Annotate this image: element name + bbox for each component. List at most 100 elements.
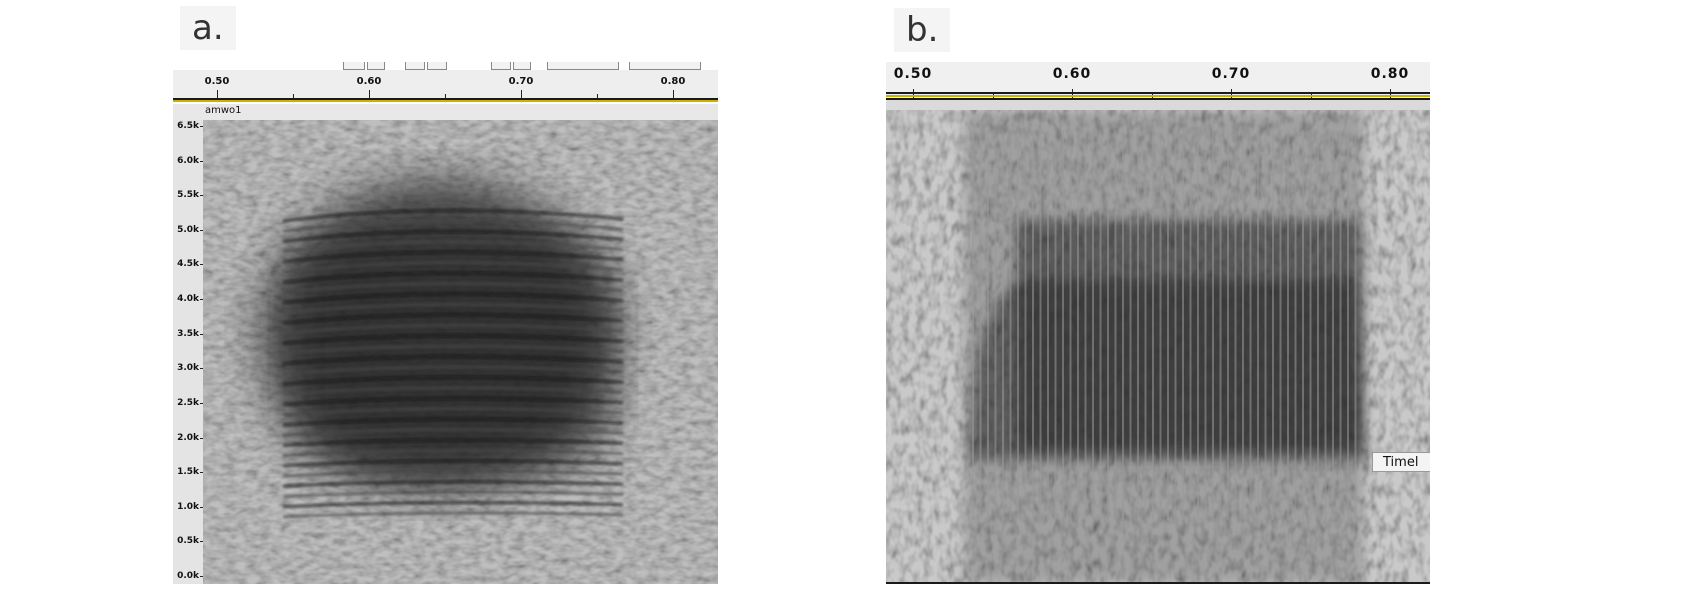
frequency-scale-tick — [200, 230, 203, 231]
harmonic-band — [282, 334, 624, 345]
toolbar-field[interactable] — [547, 62, 619, 70]
ruler-tick — [293, 94, 294, 98]
frequency-scale-tick — [200, 195, 203, 196]
panel-a-spectrogram-image — [203, 120, 718, 584]
glottal-pulse-stripe — [1069, 130, 1072, 520]
frequency-scale-tick — [200, 472, 203, 473]
glottal-pulse-stripe — [1092, 130, 1094, 520]
frequency-scale-label: 1.0k — [177, 501, 199, 512]
glottal-pulse-stripe — [1077, 130, 1079, 520]
time-ruler-label: 0.50 — [893, 66, 933, 82]
glottal-pulse-stripe — [1264, 130, 1267, 520]
frequency-scale-tick — [200, 161, 203, 162]
harmonic-band — [282, 313, 624, 325]
glottal-pulse-stripe — [1137, 130, 1139, 520]
glottal-pulse-stripe — [1002, 130, 1004, 520]
ruler-tick — [217, 90, 218, 98]
harmonic-band — [282, 428, 624, 437]
harmonic-band — [282, 396, 624, 407]
toolbar-button[interactable] — [367, 62, 385, 70]
harmonic-band — [282, 490, 624, 498]
harmonic-band — [282, 219, 624, 233]
panel-a-frequency-scale: 6.5k 6.0k 5.5k 5.0k 4.5k 4.0k 3.5k 3.0k 2.5k 2.0k… — [173, 120, 204, 584]
frequency-scale-tick — [200, 507, 203, 508]
time-ruler-label: 0.70 — [508, 76, 534, 87]
frequency-scale-label: 3.5k — [177, 328, 199, 339]
harmonic-band — [282, 229, 624, 243]
ruler-tick — [369, 90, 370, 98]
toolbar-button[interactable] — [405, 62, 425, 70]
frequency-scale-tick — [200, 438, 203, 439]
harmonic-band — [282, 261, 624, 274]
toolbar-button[interactable] — [343, 62, 365, 70]
frequency-scale-label: 2.0k — [177, 432, 199, 443]
toolbar-button[interactable] — [513, 62, 531, 70]
ruler-accent-line — [886, 95, 1430, 97]
harmonic-band — [282, 407, 624, 417]
time-ruler-label: 0.70 — [1211, 66, 1251, 82]
glottal-pulse-stripe — [979, 130, 982, 520]
glottal-pulse-stripe — [1302, 130, 1304, 520]
glottal-pulse-stripe — [1317, 130, 1319, 520]
toolbar-button[interactable] — [427, 62, 447, 70]
glottal-pulse-stripe — [1129, 130, 1132, 520]
glottal-pulse-stripe — [1287, 130, 1289, 520]
glottal-pulse-stripe — [1174, 130, 1177, 520]
panel-b-spectrogram-image — [886, 110, 1430, 584]
frequency-scale-label: 5.0k — [177, 224, 199, 235]
glottal-pulse-stripe — [1294, 130, 1297, 520]
glottal-pulse-stripe — [1182, 130, 1184, 520]
glottal-pulse-stripe — [1189, 130, 1192, 520]
ruler-tick — [521, 90, 522, 98]
frequency-scale-tick — [200, 403, 203, 404]
glottal-pulse-stripe — [1249, 130, 1252, 520]
glottal-pulse-stripe — [1212, 130, 1214, 520]
glottal-pulse-stripe — [987, 130, 989, 520]
frequency-scale-tick — [200, 368, 203, 369]
glottal-pulse-stripe — [1122, 130, 1124, 520]
frequency-scale-label: 3.0k — [177, 363, 199, 374]
glottal-pulse-stripe — [1234, 130, 1237, 520]
glottal-pulse-stripe — [1309, 130, 1312, 520]
ruler-baseline — [886, 92, 1430, 94]
glottal-pulse-stripe — [1039, 130, 1042, 520]
panel-b-bottom-border — [886, 582, 1430, 584]
frequency-scale-label: 4.5k — [177, 259, 199, 270]
time-ruler-label: 0.80 — [660, 76, 686, 87]
glottal-pulse-stripe — [1062, 130, 1064, 520]
glottal-pulse-stripe — [1099, 130, 1102, 520]
frequency-scale-tick — [200, 299, 203, 300]
toolbar-button[interactable] — [491, 62, 511, 70]
harmonic-band — [282, 282, 624, 294]
glottal-pulse-stripe — [1227, 130, 1229, 520]
ruler-baseline — [886, 98, 1430, 100]
harmonic-band — [282, 208, 624, 223]
glottal-pulse-stripe — [1144, 130, 1147, 520]
glottal-pulse-stripe — [1159, 130, 1162, 520]
glottal-pulse-stripe — [1152, 130, 1154, 520]
harmonic-band — [282, 501, 624, 509]
glottal-pulse-stripe — [1114, 130, 1117, 520]
panel-b-ruler-gap — [886, 100, 1430, 110]
time-ruler-label: 0.60 — [1052, 66, 1092, 82]
panel-a-track-header[interactable]: amwo1 — [173, 104, 718, 121]
glottal-pulse-stripe — [1107, 130, 1109, 520]
glottal-pulse-stripe — [1032, 130, 1034, 520]
harmonic-band — [282, 511, 624, 519]
frequency-scale-tick — [200, 264, 203, 265]
ruler-tick — [673, 90, 674, 98]
glottal-pulse-stripe — [1347, 130, 1349, 520]
glottal-pulse-stripe — [1197, 130, 1199, 520]
glottal-pulse-stripe — [1332, 130, 1334, 520]
toolbar-field[interactable] — [629, 62, 701, 70]
timeline-tooltip: Timel — [1372, 452, 1430, 472]
glottal-pulse-stripe — [1279, 130, 1282, 520]
ruler-tick — [597, 94, 598, 98]
panel-a-toolbar-strip — [173, 62, 718, 70]
frequency-scale-tick — [200, 126, 203, 127]
ruler-baseline — [173, 98, 718, 100]
panel-a-time-ruler[interactable]: 0.50 0.60 0.70 0.80 — [173, 70, 718, 98]
track-name: amwo1 — [205, 105, 242, 116]
harmonic-band — [282, 302, 624, 315]
harmonic-band — [282, 417, 624, 427]
